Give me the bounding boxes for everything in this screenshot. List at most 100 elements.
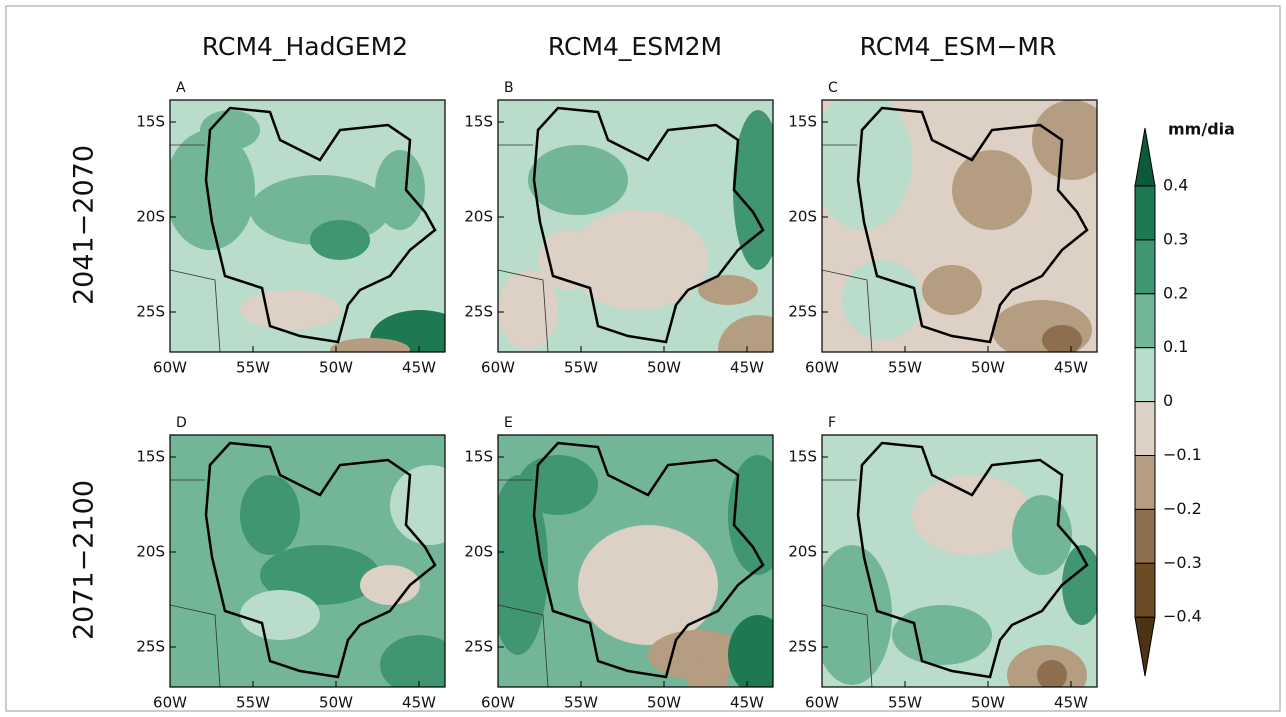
contour-region [1032, 100, 1112, 180]
lat-label: 20S [464, 208, 493, 226]
contour-region [688, 660, 728, 700]
lon-label: 50W [647, 359, 681, 377]
contour-region [310, 220, 370, 260]
map-fill [160, 435, 470, 695]
lat-label: 20S [788, 543, 817, 561]
colorbar-label: 0 [1163, 391, 1173, 410]
column-title: RCM4_ESM2M [548, 32, 722, 61]
lat-label: 15S [788, 448, 817, 466]
lat-label: 15S [464, 113, 493, 131]
panel-letter: F [828, 415, 836, 431]
lon-label: 55W [888, 694, 922, 712]
contour-region [892, 605, 992, 665]
lon-label: 60W [481, 694, 515, 712]
lat-label: 25S [136, 303, 165, 321]
lon-label: 50W [319, 694, 353, 712]
lon-label: 50W [971, 694, 1005, 712]
lat-label: 25S [788, 303, 817, 321]
contour-region [922, 265, 982, 315]
lat-label: 20S [136, 208, 165, 226]
lon-label: 45W [402, 359, 436, 377]
lat-label: 25S [136, 638, 165, 656]
lon-label: 45W [1054, 359, 1088, 377]
contour-region [518, 455, 598, 515]
contour-region [728, 615, 788, 695]
lat-label: 20S [788, 208, 817, 226]
lon-label: 50W [319, 359, 353, 377]
row-title: 2071−2100 [69, 480, 100, 640]
map-panel: C 15S 20S 25S 60W 55W 50W 45W [788, 80, 1112, 377]
colorbar-label: −0.3 [1163, 553, 1202, 572]
colorbar-box [1135, 509, 1155, 563]
contour-region [375, 150, 425, 230]
lon-label: 45W [402, 694, 436, 712]
lat-label: 15S [788, 113, 817, 131]
colorbar-triangle [1135, 128, 1155, 186]
row-title: 2041−2070 [69, 145, 100, 305]
colorbar-label: 0.3 [1163, 229, 1188, 248]
lon-label: 45W [730, 359, 764, 377]
contour-region [528, 145, 628, 215]
lon-label: 60W [805, 359, 839, 377]
lon-label: 60W [153, 359, 187, 377]
contour-region [1037, 660, 1067, 690]
lon-label: 45W [730, 694, 764, 712]
contour-region [240, 590, 320, 640]
panel-letter: E [504, 415, 513, 431]
contour-region [160, 575, 240, 695]
lon-label: 45W [1054, 694, 1088, 712]
colorbar-label: 0.4 [1163, 176, 1188, 195]
lon-label: 55W [564, 694, 598, 712]
lat-label: 25S [464, 638, 493, 656]
colorbar-triangle [1135, 617, 1155, 676]
lat-label: 20S [464, 543, 493, 561]
lat-label: 15S [136, 448, 165, 466]
lon-label: 50W [971, 359, 1005, 377]
colorbar-unit: mm/dia [1168, 120, 1235, 139]
colorbar-box [1135, 402, 1155, 456]
map-fill [812, 435, 1102, 705]
panel-letter: D [176, 415, 187, 431]
lat-label: 15S [464, 448, 493, 466]
contour-region [240, 475, 300, 555]
lon-label: 55W [564, 359, 598, 377]
contour-region [952, 150, 1032, 230]
colorbar-label: −0.1 [1163, 445, 1202, 464]
figure: RCM4_HadGEM2 RCM4_ESM2M RCM4_ESM−MR 2041… [0, 0, 1286, 717]
contour-region [733, 110, 783, 270]
colorbar-box [1135, 563, 1155, 617]
map-panel: A 15S 20S 25S 60W 55W 50W 45W [136, 80, 470, 377]
map-panel: F 15S 20S 25S 60W 55W 50W 45W [788, 415, 1102, 712]
contour-region [812, 545, 892, 685]
map-fill [812, 90, 1112, 360]
panel-letter: B [504, 80, 514, 96]
column-title: RCM4_ESM−MR [860, 32, 1057, 61]
map-fill [165, 100, 470, 370]
colorbar-box [1135, 348, 1155, 402]
contour-region [842, 260, 922, 340]
lon-label: 55W [236, 694, 270, 712]
contour-region [698, 275, 758, 305]
lat-label: 15S [136, 113, 165, 131]
lon-label: 55W [236, 359, 270, 377]
column-title: RCM4_HadGEM2 [202, 32, 408, 61]
map-fill [498, 100, 798, 385]
panel-letter: A [176, 80, 186, 96]
colorbar-box [1135, 240, 1155, 294]
lat-label: 25S [788, 638, 817, 656]
colorbar-box [1135, 186, 1155, 240]
contour-region [390, 465, 470, 545]
lon-label: 60W [153, 694, 187, 712]
colorbar-label: 0.1 [1163, 337, 1188, 356]
panel-letter: C [828, 80, 838, 96]
colorbar-label: −0.4 [1163, 607, 1202, 626]
contour-region [992, 300, 1092, 360]
contour-region [578, 525, 718, 645]
lon-label: 55W [888, 359, 922, 377]
contour-region [380, 635, 460, 695]
map-fill [488, 435, 788, 700]
lon-label: 60W [805, 694, 839, 712]
lat-label: 20S [136, 543, 165, 561]
